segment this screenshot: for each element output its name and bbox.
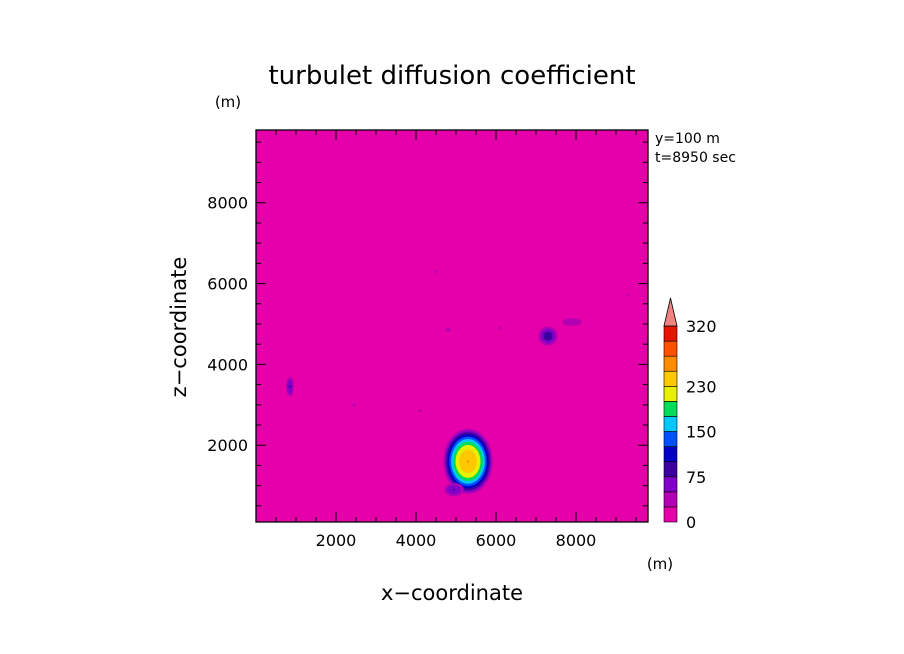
x-tick-label: 4000 [396, 531, 437, 550]
contour-9-level-1 [498, 326, 502, 330]
y-axis-label: z−coordinate [167, 257, 191, 398]
contour-6-level-1 [434, 269, 438, 273]
colorbar-swatch [663, 506, 678, 523]
colorbar-swatch [663, 370, 678, 387]
contour-4-level-3 [452, 488, 456, 491]
contour-0-level-10 [466, 460, 470, 463]
annotation-y-slice: y=100 m [655, 131, 720, 147]
x-tick-label: 8000 [556, 531, 597, 550]
y-tick-label: 2000 [207, 436, 248, 455]
y-axis-unit: (m) [215, 93, 241, 111]
colorbar-swatch [663, 446, 678, 462]
colorbar-swatch [663, 325, 678, 342]
contour-8-level-1 [418, 409, 422, 413]
colorbar-swatch [663, 401, 678, 417]
x-axis-label: x−coordinate [381, 581, 523, 605]
plot-frame [255, 129, 649, 523]
x-tick-label: 2000 [316, 531, 357, 550]
chart-title: turbulet diffusion coefficient [268, 61, 635, 91]
colorbar-swatch [663, 416, 678, 432]
contour-7-level-1 [352, 403, 356, 407]
contour-3-level-3 [288, 385, 292, 388]
colorbar-swatch [663, 476, 678, 493]
colorbar-tick-label: 75 [686, 468, 706, 487]
annotation-time: t=8950 sec [655, 150, 736, 166]
contour-5-level-1 [445, 328, 451, 333]
contour-2-level-1 [562, 318, 582, 326]
colorbar-swatch [663, 461, 678, 478]
colorbar-swatch [663, 431, 678, 447]
colorbar-tick-label: 230 [686, 377, 717, 396]
x-tick-label: 6000 [476, 531, 517, 550]
y-tick-label: 8000 [207, 194, 248, 213]
colorbar-swatch [663, 386, 678, 402]
contour-1-level-3 [543, 331, 553, 341]
contour-10-level-1 [626, 294, 630, 297]
y-tick-label: 6000 [207, 275, 248, 294]
colorbar-tick-label: 320 [686, 317, 717, 336]
colorbar-swatch [663, 491, 678, 508]
colorbar: 0 75 150 230 320 [663, 297, 717, 532]
colorbar-tick-label: 0 [686, 513, 696, 532]
x-axis-unit: (m) [647, 555, 673, 573]
plot-area [256, 130, 648, 522]
axes: 2000 4000 6000 8000 2000 4000 6000 8000 [207, 129, 649, 550]
colorbar-extend-arrow [663, 297, 678, 327]
colorbar-tick-label: 150 [686, 423, 717, 442]
colorbar-swatch [663, 340, 678, 357]
y-tick-label: 4000 [207, 355, 248, 374]
colorbar-swatch [663, 355, 678, 372]
